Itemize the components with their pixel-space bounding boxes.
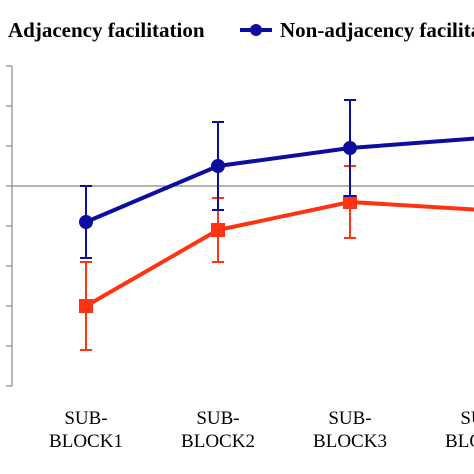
x-tick-label-2: SUB-BLOCK3 xyxy=(313,408,387,452)
legend-marker-non-adjacency xyxy=(250,24,262,36)
point-0-1 xyxy=(211,223,225,237)
x-tick-label-line2-1: BLOCK2 xyxy=(181,431,255,452)
x-tick-label-line2-0: BLOCK1 xyxy=(49,431,123,452)
x-tick-label-line2-2: BLOCK3 xyxy=(313,431,387,452)
x-tick-label-line2-3: BLOCK4 xyxy=(445,431,474,452)
point-1-2 xyxy=(343,141,357,155)
x-tick-label-0: SUB-BLOCK1 xyxy=(49,408,123,452)
point-1-1 xyxy=(211,159,225,173)
series-line-0 xyxy=(85,200,474,308)
x-tick-label-line1-3: SUB- xyxy=(460,408,474,429)
x-tick-label-1: SUB-BLOCK2 xyxy=(181,408,255,452)
point-0-2 xyxy=(343,195,357,209)
point-1-0 xyxy=(79,215,93,229)
legend-label-adjacency: Adjacency facilitation xyxy=(8,18,205,42)
series-1 xyxy=(79,99,474,259)
x-tick-label-line1-1: SUB- xyxy=(196,408,239,429)
point-0-0 xyxy=(79,299,93,313)
chart-series xyxy=(79,99,474,351)
series-0 xyxy=(79,165,474,351)
series-line-1 xyxy=(85,136,474,224)
legend-label-non-adjacency: Non-adjacency facilitation xyxy=(280,18,474,42)
x-tick-label-3: SUB- BLOCK4 xyxy=(445,408,474,452)
x-tick-label-line1-0: SUB- xyxy=(64,408,107,429)
chart-legend: Adjacency facilitation Non-adjacency fac… xyxy=(8,18,474,42)
x-tick-label-line1-2: SUB- xyxy=(328,408,371,429)
